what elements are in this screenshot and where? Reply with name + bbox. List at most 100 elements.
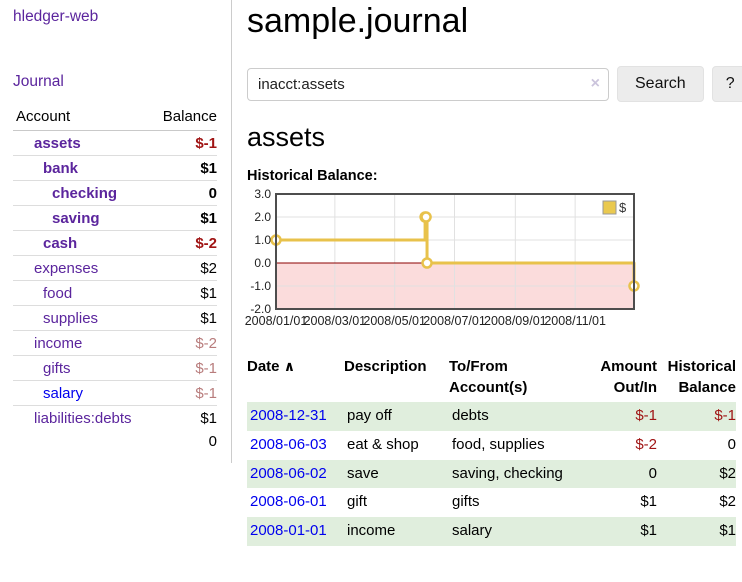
account-row: supplies $1: [13, 305, 217, 331]
account-row: cash $-2: [13, 230, 217, 256]
transaction-balance: $1: [719, 522, 736, 539]
y-tick-label: 1.0: [254, 233, 271, 247]
transaction-accounts: debts: [452, 407, 489, 424]
sidebar: hledger-web Journal Account Balance asse…: [0, 0, 232, 463]
x-tick-label: 2008/09/01: [484, 314, 547, 328]
register-row: 2008-06-01 gift gifts $1 $2: [247, 488, 736, 517]
register-row: 2008-06-03 eat & shop food, supplies $-2 0: [247, 431, 736, 460]
account-balance: $-1: [150, 355, 217, 381]
account-row: salary $-1: [13, 380, 217, 406]
transaction-balance: $-1: [714, 407, 736, 424]
account-link[interactable]: supplies: [43, 310, 99, 327]
search-button[interactable]: Search: [617, 66, 704, 102]
transaction-amount: $-2: [635, 435, 657, 453]
register-table: Date ∧ Description To/From Account(s) Am…: [247, 354, 736, 546]
account-link[interactable]: saving: [52, 210, 100, 227]
account-balance: 0: [150, 180, 217, 206]
app-title-link[interactable]: hledger-web: [13, 8, 99, 25]
account-link[interactable]: expenses: [34, 260, 99, 277]
account-balance: $1: [150, 155, 217, 181]
register-header-balance: Historical Balance: [667, 358, 736, 396]
y-tick-label: 0.0: [254, 256, 271, 270]
search-input[interactable]: [247, 67, 609, 101]
legend-label: $: [619, 200, 627, 215]
y-tick-label: 3.0: [254, 187, 271, 201]
transaction-date-link[interactable]: 2008-06-03: [250, 435, 327, 453]
transaction-accounts: food, supplies: [452, 435, 545, 453]
x-tick-label: 2008/11/01: [544, 314, 606, 328]
transaction-amount: $1: [640, 522, 657, 539]
y-tick-label: 2.0: [254, 210, 271, 224]
account-row: assets $-1: [13, 131, 217, 156]
register-header-date[interactable]: Date ∧: [247, 358, 296, 375]
account-link[interactable]: gifts: [43, 360, 71, 377]
account-balance: $2: [150, 255, 217, 281]
sidebar-item-journal[interactable]: Journal: [13, 73, 64, 90]
historical-balance-chart: 3.0 2.0 1.0 0.0 -1.0 -2.0 2008/01/01 2008/03/01…: [245, 187, 742, 332]
transaction-date-link[interactable]: 2008-06-01: [250, 493, 327, 511]
y-tick-label: -1.0: [250, 279, 271, 293]
account-row: expenses $2: [13, 255, 217, 281]
transaction-date-link[interactable]: 2008-01-01: [250, 522, 327, 539]
account-balance: $-2: [150, 330, 217, 356]
account-balance: $-2: [150, 230, 217, 256]
register-header-description: Description: [344, 358, 427, 375]
page-title: sample.journal: [247, 2, 469, 40]
account-balance: $1: [150, 280, 217, 306]
account-row: checking 0: [13, 180, 217, 206]
account-link[interactable]: cash: [43, 235, 78, 252]
x-tick-label: 2008/05/01: [363, 314, 426, 328]
register-row: 2008-01-01 income salary $1 $1: [247, 517, 736, 546]
data-point-marker: [420, 211, 432, 223]
sort-ascending-icon: ∧: [283, 358, 296, 374]
register-header-amount: Amount Out/In: [600, 358, 657, 396]
transaction-date: 2008-06-02: [247, 460, 344, 489]
transaction-accounts: salary: [452, 522, 493, 539]
account-balance: $-1: [195, 135, 217, 152]
clear-search-icon[interactable]: ×: [590, 74, 600, 92]
x-tick-label: 2008/07/01: [423, 314, 486, 328]
account-row: income $-2: [13, 330, 217, 356]
transaction-balance: $2: [719, 493, 736, 511]
y-tick-label: -2.0: [250, 302, 271, 316]
account-link[interactable]: assets: [34, 135, 81, 152]
transaction-balance: $2: [719, 464, 736, 482]
account-balance: $1: [150, 305, 217, 331]
x-tick-label: 2008/01/01: [245, 314, 308, 328]
account-link[interactable]: salary: [43, 385, 84, 402]
balance-chart-svg: 3.0 2.0 1.0 0.0 -1.0 -2.02008/01/012008/03/01…: [245, 187, 640, 328]
account-link[interactable]: bank: [43, 160, 79, 177]
main-content: sample.journal × Search ? assets Histori…: [232, 0, 742, 546]
account-link[interactable]: food: [43, 285, 73, 302]
transaction-date: 2008-06-03: [247, 431, 344, 460]
account-row: liabilities:debts $1: [13, 405, 217, 430]
account-link[interactable]: checking: [52, 185, 118, 202]
transaction-description: eat & shop: [347, 435, 419, 453]
account-row: bank $1: [13, 155, 217, 181]
transaction-date-link[interactable]: 2008-12-31: [250, 407, 327, 424]
search-bar: × Search ?: [247, 66, 742, 102]
balance-column-header: Balance: [150, 104, 217, 131]
transaction-amount: $-1: [635, 407, 657, 424]
transaction-date-link[interactable]: 2008-06-02: [250, 464, 327, 482]
account-row: food $1: [13, 280, 217, 306]
accounts-table: Account Balance assets $-1 bank $1 checking 0…: [13, 104, 217, 453]
account-link[interactable]: liabilities:debts: [34, 410, 132, 427]
account-heading: assets: [247, 122, 326, 152]
transaction-description: pay off: [347, 407, 392, 424]
legend-swatch: [602, 200, 617, 215]
transaction-description: income: [347, 522, 396, 539]
account-balance: $1: [150, 405, 217, 430]
transaction-date: 2008-12-31: [247, 402, 344, 431]
x-tick-label: 2008/03/01: [304, 314, 367, 328]
register-row: 2008-06-02 save saving, checking 0 $2: [247, 459, 736, 489]
transaction-accounts: gifts: [452, 493, 480, 511]
transaction-amount: $1: [640, 493, 657, 511]
search-help-button[interactable]: ?: [711, 66, 742, 102]
plot-border: [275, 193, 635, 310]
transaction-accounts: saving, checking: [452, 464, 563, 482]
accounts-column-header: Account: [13, 104, 151, 131]
account-row: saving $1: [13, 205, 217, 231]
account-link[interactable]: income: [34, 335, 83, 352]
account-row: gifts $-1: [13, 355, 217, 381]
